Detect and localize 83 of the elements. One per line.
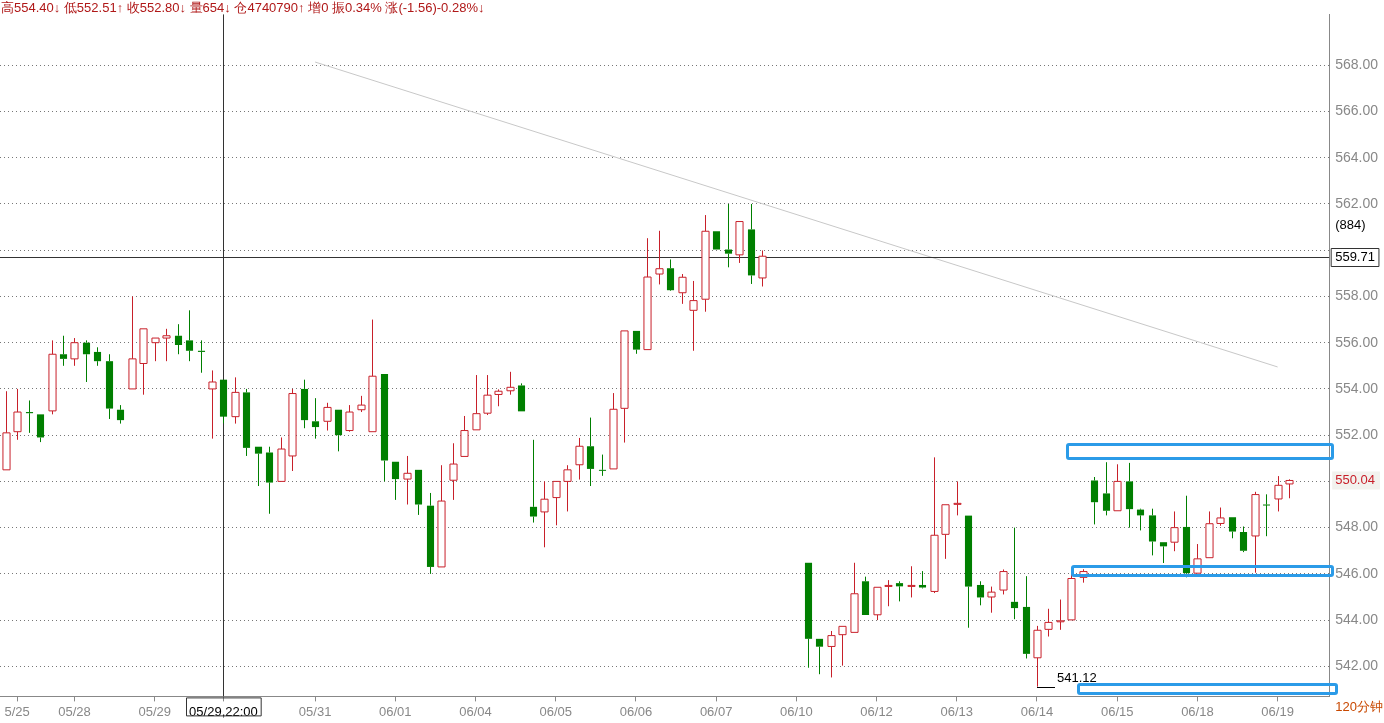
candlestick [1148,508,1157,556]
chart-subtitle: 高554.40↓ 低552.51↑ 收552.80↓ 量654↓ 仓4740790↑ 增0 振0.34% 涨(-1.56)-0.28%↓ [1,0,485,16]
candlestick [1262,493,1271,537]
candlestick [976,580,985,606]
candlestick [254,446,263,487]
candlestick [1090,476,1099,525]
y-tick-label: 554.00 [1335,379,1379,396]
candlestick [1102,461,1111,516]
candlestick [242,388,251,457]
candlestick [964,515,973,629]
candlestick [174,323,183,355]
x-tick-label: 06/01 [379,703,412,719]
x-tick-label: 06/06 [619,703,653,719]
candlestick [1125,462,1134,529]
candlestick [815,638,824,675]
candlestick [1022,575,1031,659]
x-tick-label: 5/25 [4,703,30,719]
candlestick [804,562,813,669]
candlestick [162,328,171,362]
candlestick [586,417,595,487]
candlestick [689,280,698,352]
candlestick [265,446,274,515]
candlestick [620,330,629,444]
x-tick-label: 05/28 [58,703,91,719]
y-tick-label: 566.00 [1335,102,1379,119]
candlestick [941,504,950,560]
x-tick-label: 06/05 [539,703,573,719]
candlestick [334,409,343,452]
candlestick [1170,510,1179,552]
x-tick-label: 06/10 [780,703,813,719]
y-tick-label: 552.00 [1335,426,1379,443]
x-tick-label: 06/15 [1100,703,1134,719]
candlestick [105,353,114,420]
y-tick-label: 564.00 [1335,148,1379,165]
y-tick-label: 556.00 [1335,333,1379,350]
candlestick [36,414,45,443]
text: 550.04 [1335,472,1375,488]
candlestick [563,464,572,512]
candlestick [529,439,538,524]
x-tick-label: 05/29,22:00 [189,703,258,719]
candlestick [666,258,675,291]
candlestick [82,339,91,383]
x-tick-label: 06/14 [1020,703,1054,719]
ref-line-label: 559.71 [1335,249,1375,265]
candlestick [918,570,927,588]
y-tick-label: 562.00 [1335,194,1379,211]
y-tick-label: 548.00 [1335,518,1379,535]
y-tick-label: 544.00 [1335,610,1379,627]
x-tick-label: 05/29 [138,703,171,719]
candlestick [414,469,423,516]
candlestick [139,328,148,396]
text: (884) [1335,217,1366,233]
x-tick-label: 06/04 [459,703,492,719]
candlestick [1010,527,1019,620]
candlestick [827,630,836,678]
text: 120分钟 [1335,698,1383,714]
candlestick [460,415,469,457]
candlestick [895,580,904,602]
x-tick-label: 06/12 [860,703,893,719]
candlestick [1159,542,1168,564]
x-tick-label: 06/18 [1181,703,1214,719]
x-tick-label: 06/13 [940,703,974,719]
candlestick [311,397,320,440]
annotation: 541.12 [1056,670,1097,686]
y-tick-label: 546.00 [1335,564,1379,581]
candlestick [93,346,102,367]
y-tick-label: 558.00 [1335,287,1379,304]
candlestick [185,309,194,362]
candlestick [116,404,125,425]
x-tick-label: 05/31 [298,703,332,719]
candlestick [850,562,859,633]
y-tick-label: 542.00 [1335,657,1379,674]
x-tick-label: 06/07 [699,703,733,719]
y-tick-label: 568.00 [1335,56,1379,73]
candlestick [724,203,733,268]
candlestick [300,379,309,429]
candlestick [59,335,68,367]
candlestick [426,492,435,575]
x-tick-label: 06/19 [1261,703,1294,719]
candlestick [598,454,607,477]
candlestick [632,330,641,355]
candlestick [747,203,756,285]
candlestick [517,382,526,412]
